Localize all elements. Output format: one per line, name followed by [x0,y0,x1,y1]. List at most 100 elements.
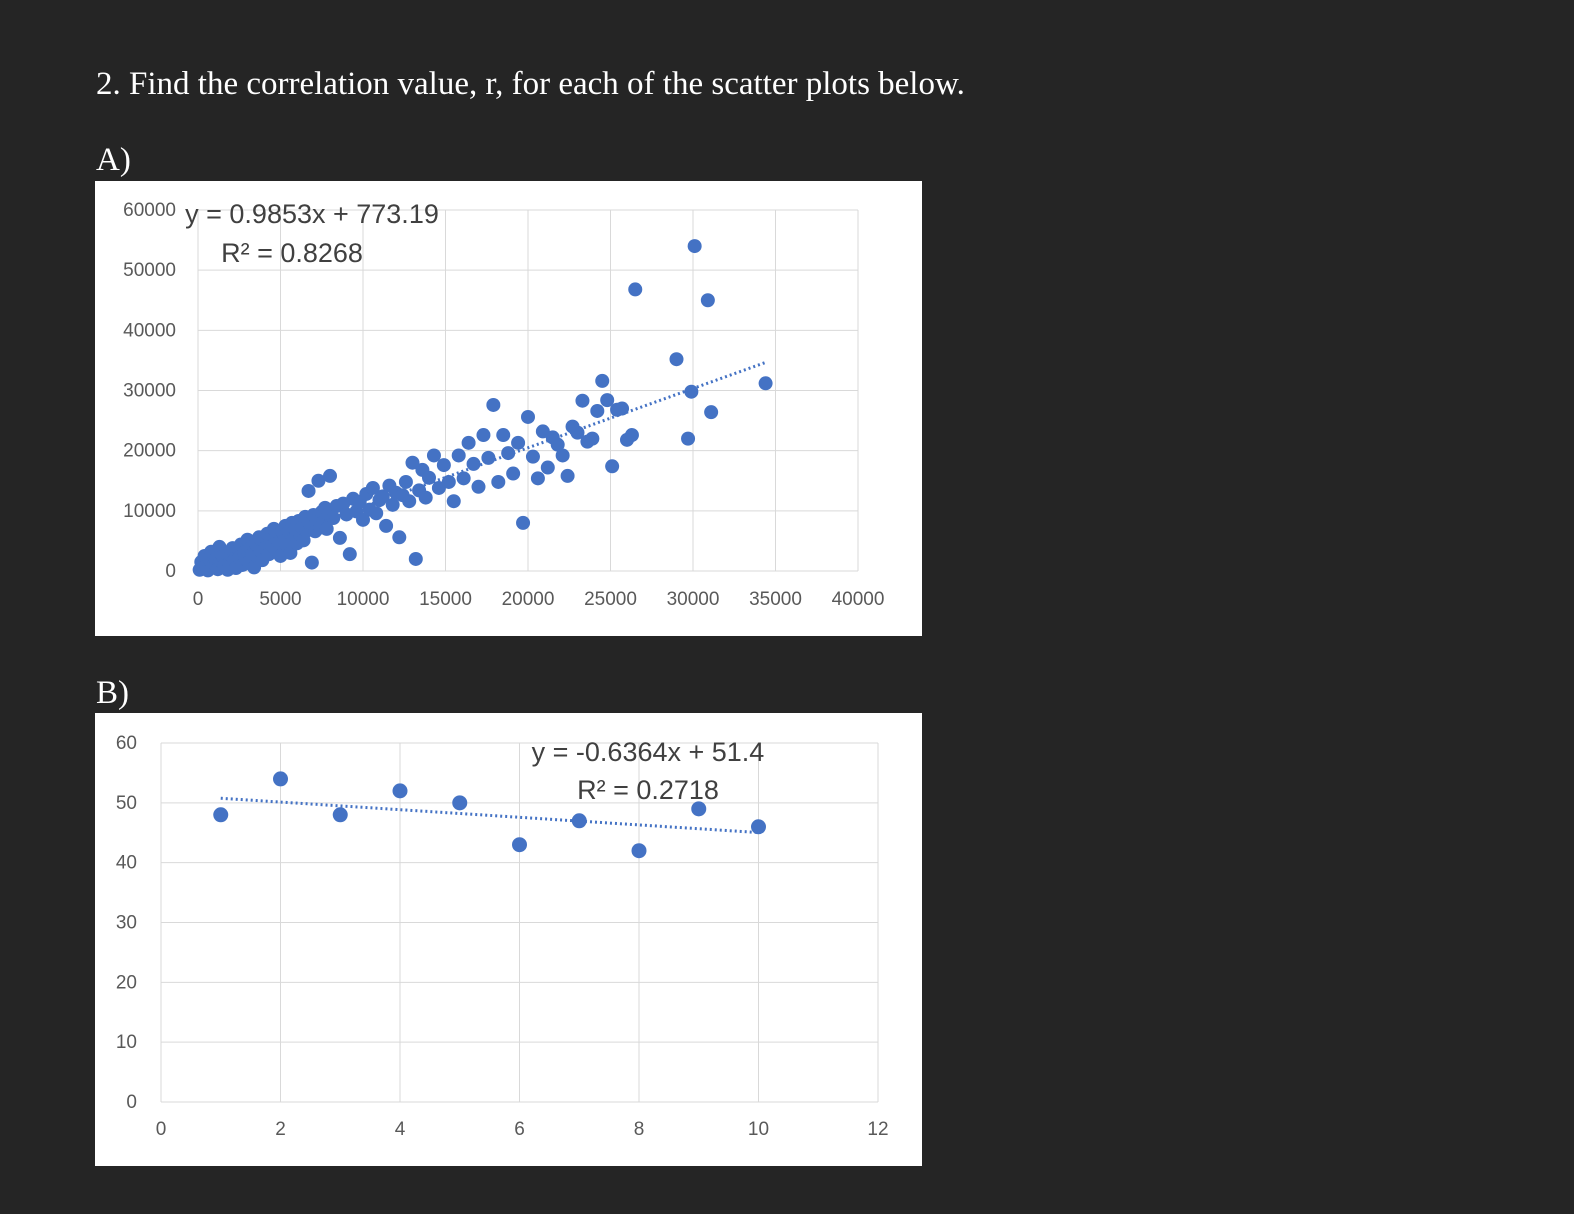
chart-a-data-point [595,373,610,388]
chart-a-x-tick-label: 30000 [667,589,720,610]
chart-a-data-point [590,403,605,418]
chart-a-data-point [342,547,357,562]
chart-a-y-tick-label: 40000 [123,320,176,341]
chart-a-data-point [436,458,451,473]
chart-a-data-point [704,405,719,420]
chart-a-data-point [684,384,699,399]
chart-a-x-tick-label: 25000 [584,589,637,610]
chart-b-svg: 0 2 4 6 8 10 12 0 10 20 30 40 50 60 y = -0.6364x + 51.… [116,733,889,1140]
chart-b-data-point [273,771,288,787]
chart-a-data-point [481,450,496,465]
chart-b-x-tick-label: 0 [156,1119,167,1140]
chart-a-trendline [197,360,768,568]
chart-b-data-point [751,819,766,835]
chart-a-data-point [550,437,565,452]
chart-b-y-tick-label: 50 [116,793,137,814]
chart-a-data-point [301,483,316,498]
chart-b-y-tick-label: 10 [116,1032,137,1053]
chart-a-data-point [379,518,394,533]
chart-a-data-point [681,431,696,446]
chart-a-data-point [555,448,570,463]
chart-a-data-point [516,515,531,530]
chart-a-y-tick-label: 60000 [123,200,176,221]
chart-a-data-point [624,428,639,443]
chart-b-data-point [452,795,468,811]
chart-a-data-point [422,470,436,485]
chart-b-y-tick-label: 30 [116,913,137,934]
chart-b-data-point [332,807,348,823]
chart-a-x-tick-label: 35000 [749,589,802,610]
chart-a-data-point [356,512,370,527]
chart-a-data-point [304,555,319,570]
chart-a-data-point [332,530,347,545]
chart-a-data-point [405,455,420,470]
chart-a-data-point [615,401,630,416]
chart-a-svg: 0 5000 10000 15000 20000 25000 30000 35000 40000… [123,199,885,610]
chart-a-data-point [369,506,384,521]
chart-a-y-tick-label: 10000 [123,501,176,522]
chart-a-data-point [600,393,615,408]
chart-a-data-point [758,376,773,391]
chart-a-data-point [461,435,476,450]
chart-a-data-point [540,460,555,475]
chart-b-x-tick-label: 10 [748,1119,769,1140]
chart-a-data-point [323,468,337,483]
chart-a-data-point [466,456,481,471]
chart-b-data-point [392,783,408,799]
chart-b-panel: 0 2 4 6 8 10 12 0 10 20 30 40 50 60 y = -0.6364x + 51.… [95,713,922,1166]
chart-b-y-tick-label: 40 [116,853,137,874]
chart-a-data-point [496,428,511,443]
chart-a-data-point [669,352,684,367]
chart-a-data-point [398,474,413,489]
chart-a-data-point [511,435,526,450]
chart-a-y-tick-label: 0 [165,561,176,582]
chart-a-data-point [471,479,486,494]
chart-a-data-point [628,282,643,297]
chart-b-data-point [571,813,587,829]
chart-b-points [213,771,766,859]
part-b-label: B) [96,675,129,711]
chart-b-x-tick-label: 4 [395,1119,406,1140]
chart-a-data-point [418,490,433,505]
chart-a-data-point [575,393,590,408]
chart-a-x-tick-label: 40000 [832,589,885,610]
chart-b-x-tick-label: 8 [634,1119,645,1140]
chart-a-data-point [408,551,423,566]
chart-a-data-point [402,494,417,509]
chart-b-data-point [512,837,527,853]
chart-a-trendline-equation: y = 0.9853x + 773.19 [185,199,439,229]
chart-a-data-point [506,466,521,481]
chart-a-data-point [365,480,380,495]
chart-a-data-point [501,446,516,461]
chart-a-data-point [491,474,506,489]
chart-b-r-squared-label: R² = 0.2718 [577,775,719,805]
chart-a-x-tick-label: 10000 [337,589,390,610]
chart-a-data-point [486,397,501,412]
chart-a-y-tick-label: 30000 [123,381,176,402]
chart-b-data-point [213,807,229,823]
chart-a-x-tick-label: 0 [193,589,204,610]
chart-b-y-tick-label: 60 [116,733,137,754]
chart-a-data-point [392,530,407,545]
chart-a-data-point [385,497,400,512]
chart-a-data-point [456,471,471,486]
part-a-label: A) [96,142,131,178]
chart-a-data-point [319,521,334,536]
chart-b-data-point [691,801,707,817]
chart-a-data-point [326,511,341,526]
chart-a-x-tick-label: 20000 [502,589,555,610]
chart-a-data-point [585,431,600,446]
chart-b-x-tick-label: 6 [514,1119,525,1140]
chart-b-y-tick-label: 0 [126,1092,137,1113]
chart-a-data-point [311,473,326,488]
chart-a-data-point [426,448,441,463]
chart-a-data-point [530,471,545,486]
chart-a-data-point [525,449,540,464]
chart-a-data-point [441,474,456,489]
chart-a-data-point [605,459,620,474]
chart-a-data-point [446,494,461,509]
chart-a-data-point [687,239,702,254]
chart-b-y-tick-label: 20 [116,972,137,993]
chart-a-data-point [700,293,715,308]
chart-a-y-tick-label: 50000 [123,260,176,281]
